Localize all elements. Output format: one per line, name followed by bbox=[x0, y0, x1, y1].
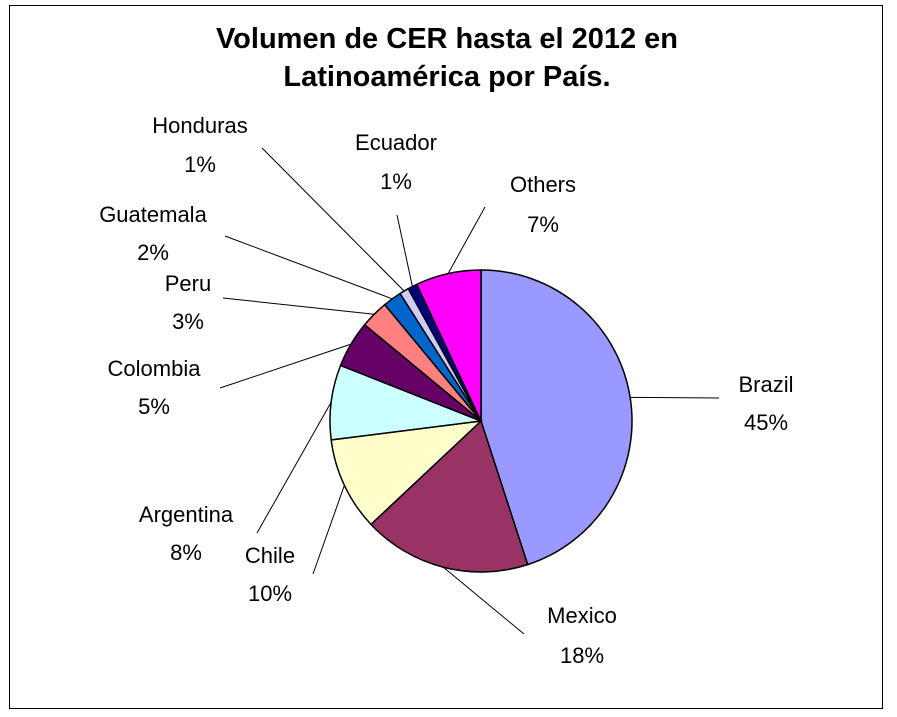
slice-label-name-honduras: Honduras bbox=[152, 113, 247, 138]
slice-label-percent-others: 7% bbox=[527, 212, 559, 237]
slice-label-percent-ecuador: 1% bbox=[380, 169, 412, 194]
slice-label-percent-chile: 10% bbox=[248, 581, 292, 606]
slice-label-name-argentina: Argentina bbox=[139, 502, 234, 527]
slice-label-name-colombia: Colombia bbox=[108, 356, 202, 381]
leader-line-others bbox=[447, 206, 486, 274]
leader-line-peru bbox=[222, 297, 375, 315]
chart-title: Volumen de CER hasta el 2012 en Latinoam… bbox=[10, 20, 884, 96]
slice-label-percent-guatemala: 2% bbox=[137, 240, 169, 265]
slice-label-name-peru: Peru bbox=[165, 271, 211, 296]
leader-line-honduras bbox=[261, 147, 405, 292]
pie-slice-others bbox=[415, 269, 482, 422]
leader-line-colombia bbox=[219, 343, 352, 389]
slice-label-percent-peru: 3% bbox=[172, 309, 204, 334]
pie-slice-mexico bbox=[369, 419, 529, 573]
leader-line-chile bbox=[312, 485, 345, 575]
chart-title-line-1: Volumen de CER hasta el 2012 en bbox=[215, 23, 679, 55]
leader-line-ecuador bbox=[396, 214, 413, 287]
slice-label-name-ecuador: Ecuador bbox=[355, 130, 437, 155]
slice-label-name-chile: Chile bbox=[245, 543, 295, 568]
slice-label-name-brazil: Brazil bbox=[738, 372, 793, 397]
leader-line-argentina bbox=[256, 401, 332, 534]
chart-title-line-2: Latinoamérica por País. bbox=[283, 61, 611, 93]
leader-line-guatemala bbox=[224, 235, 393, 300]
slice-label-name-mexico: Mexico bbox=[547, 603, 617, 628]
slice-label-percent-mexico: 18% bbox=[560, 643, 604, 668]
leader-line-mexico bbox=[443, 566, 525, 635]
slice-label-percent-colombia: 5% bbox=[138, 394, 170, 419]
leader-line-brazil bbox=[630, 396, 720, 399]
slice-label-name-guatemala: Guatemala bbox=[99, 202, 207, 227]
slice-label-percent-brazil: 45% bbox=[744, 410, 788, 435]
slice-label-name-others: Others bbox=[510, 172, 576, 197]
slice-label-percent-honduras: 1% bbox=[184, 152, 216, 177]
slice-label-percent-argentina: 8% bbox=[170, 540, 202, 565]
